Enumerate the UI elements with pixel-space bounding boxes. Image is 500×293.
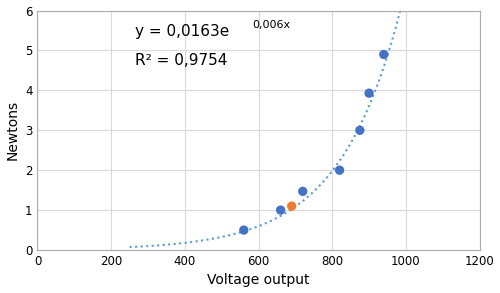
Y-axis label: Newtons: Newtons — [6, 100, 20, 160]
Point — [336, 168, 344, 173]
Point — [288, 204, 296, 208]
Point — [240, 228, 248, 232]
Point — [365, 91, 373, 96]
Point — [356, 128, 364, 133]
Text: 0,006x: 0,006x — [252, 20, 290, 30]
Text: y = 0,0163e: y = 0,0163e — [134, 24, 229, 39]
Point — [298, 189, 306, 194]
Point — [380, 52, 388, 57]
X-axis label: Voltage output: Voltage output — [208, 273, 310, 287]
Text: R² = 0,9754: R² = 0,9754 — [134, 53, 227, 68]
Point — [276, 208, 284, 212]
